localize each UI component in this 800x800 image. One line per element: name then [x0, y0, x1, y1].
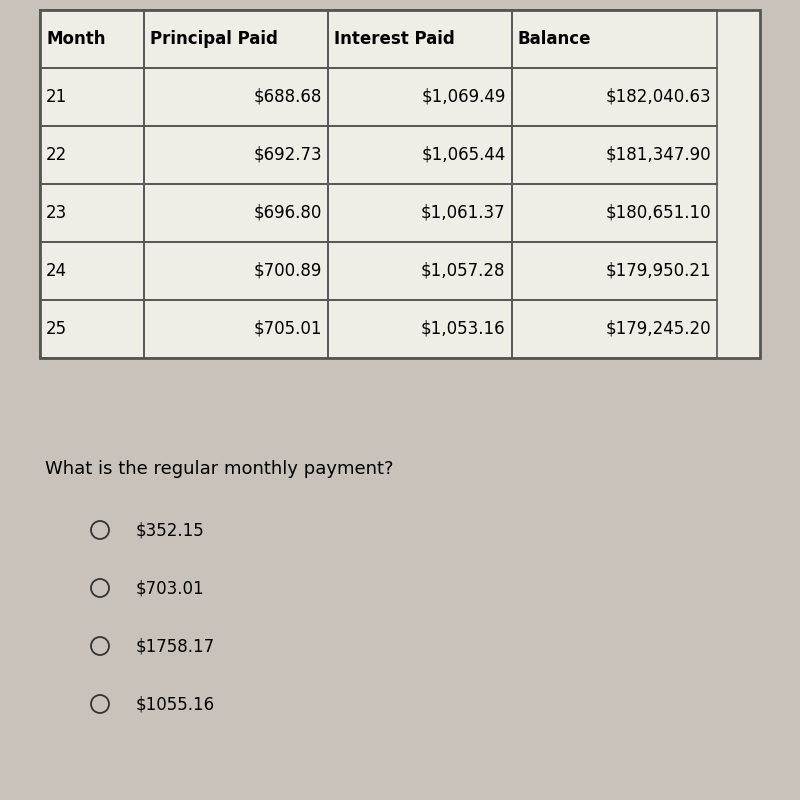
Bar [144, 126, 328, 184]
Bar [328, 68, 512, 126]
Text: $703.01: $703.01 [136, 579, 205, 597]
Bar [328, 126, 512, 184]
Text: Balance: Balance [518, 30, 591, 48]
Text: $705.01: $705.01 [254, 320, 322, 338]
Bar [40, 300, 144, 358]
Bar [512, 10, 717, 68]
Bar [40, 184, 144, 242]
Text: $1,053.16: $1,053.16 [421, 320, 506, 338]
Text: $700.89: $700.89 [254, 262, 322, 280]
Text: 23: 23 [46, 204, 67, 222]
Text: $1,057.28: $1,057.28 [421, 262, 506, 280]
Bar [512, 68, 717, 126]
Bar [144, 242, 328, 300]
Text: $1,061.37: $1,061.37 [421, 204, 506, 222]
Text: $696.80: $696.80 [254, 204, 322, 222]
Bar [144, 10, 328, 68]
Text: $179,245.20: $179,245.20 [605, 320, 710, 338]
Bar [40, 10, 144, 68]
Text: Interest Paid: Interest Paid [334, 30, 454, 48]
Bar [328, 300, 512, 358]
Bar [40, 242, 144, 300]
Text: 22: 22 [46, 146, 67, 164]
Bar [328, 10, 512, 68]
Bar [328, 242, 512, 300]
Text: Month: Month [46, 30, 106, 48]
Text: $688.68: $688.68 [254, 88, 322, 106]
Bar [40, 10, 760, 358]
Text: $180,651.10: $180,651.10 [605, 204, 710, 222]
Bar [144, 184, 328, 242]
Bar [512, 126, 717, 184]
Bar [512, 184, 717, 242]
Text: $1,065.44: $1,065.44 [422, 146, 506, 164]
Text: 25: 25 [46, 320, 67, 338]
Bar [144, 68, 328, 126]
Bar [512, 300, 717, 358]
Text: What is the regular monthly payment?: What is the regular monthly payment? [45, 460, 394, 478]
Text: Principal Paid: Principal Paid [150, 30, 278, 48]
Text: $181,347.90: $181,347.90 [605, 146, 710, 164]
Text: 24: 24 [46, 262, 67, 280]
Text: 21: 21 [46, 88, 67, 106]
Text: $182,040.63: $182,040.63 [605, 88, 710, 106]
Bar [40, 126, 144, 184]
Text: $1,069.49: $1,069.49 [422, 88, 506, 106]
Bar [40, 68, 144, 126]
Bar [328, 184, 512, 242]
Text: $1055.16: $1055.16 [136, 695, 215, 713]
Text: $1758.17: $1758.17 [136, 637, 215, 655]
Bar [512, 242, 717, 300]
Text: $692.73: $692.73 [254, 146, 322, 164]
Bar [144, 300, 328, 358]
Text: $352.15: $352.15 [136, 521, 205, 539]
Text: $179,950.21: $179,950.21 [605, 262, 710, 280]
